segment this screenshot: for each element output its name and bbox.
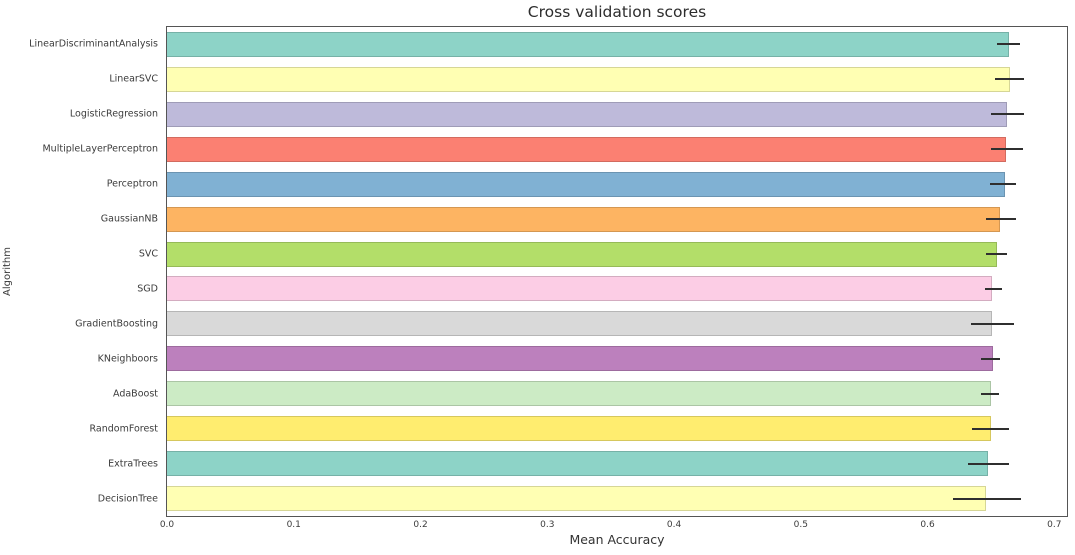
error-bar-SVC — [985, 253, 1008, 256]
y-axis-label: Algorithm — [2, 247, 13, 296]
x-tick-label: 0.4 — [666, 520, 682, 530]
bar-LogisticRegression — [167, 101, 1008, 127]
x-tick-label: 0.6 — [920, 520, 935, 530]
error-bar-LinearSVC — [994, 78, 1024, 81]
error-bar-LogisticRegression — [990, 113, 1024, 116]
bar-GaussianNB — [167, 206, 1000, 232]
y-tick-label: SVC — [138, 248, 158, 260]
bar-SVC — [167, 241, 998, 267]
y-tick-label: ExtraTrees — [108, 458, 158, 470]
x-tick-label: 0.3 — [540, 520, 555, 530]
y-tick-label: LogisticRegression — [69, 108, 158, 120]
bar-MultipleLayerPerceptron — [167, 136, 1007, 162]
bar-Perceptron — [167, 171, 1005, 197]
error-bar-Perceptron — [989, 183, 1017, 186]
y-tick-label: KNeighboors — [97, 353, 158, 365]
bar-KNeighboors — [167, 346, 994, 372]
bar-SGD — [167, 276, 993, 302]
x-tick-label: 0.2 — [413, 520, 428, 530]
y-tick-label: GradientBoosting — [75, 318, 158, 330]
error-bar-GradientBoosting — [970, 322, 1014, 325]
y-tick-label: DecisionTree — [97, 493, 158, 505]
plot-area — [166, 26, 1068, 517]
error-bar-AdaBoost — [980, 392, 999, 395]
error-bar-RandomForest — [971, 427, 1009, 430]
x-axis-label: Mean Accuracy — [569, 532, 665, 547]
error-bar-SGD — [984, 287, 1003, 290]
bar-LinearSVC — [167, 66, 1010, 92]
y-tick-label: SGD — [137, 283, 158, 295]
error-bar-GaussianNB — [985, 218, 1017, 221]
y-tick-label: AdaBoost — [113, 388, 158, 400]
error-bar-DecisionTree — [952, 497, 1022, 500]
chart-title: Cross validation scores — [527, 3, 707, 21]
bar-LinearDiscriminantAnalysis — [167, 31, 1009, 57]
x-tick-label: 0.5 — [793, 520, 808, 530]
x-tick-label: 0.7 — [1047, 520, 1062, 530]
bar-GradientBoosting — [167, 311, 993, 337]
x-tick-label: 0.1 — [286, 520, 301, 530]
y-tick-label: Perceptron — [106, 178, 158, 190]
bar-RandomForest — [167, 416, 991, 442]
error-bar-MultipleLayerPerceptron — [990, 148, 1023, 151]
y-tick-label: MultipleLayerPerceptron — [42, 143, 158, 155]
y-tick-label: LinearDiscriminantAnalysis — [29, 38, 158, 50]
y-tick-label: LinearSVC — [109, 73, 158, 85]
bar-AdaBoost — [167, 381, 991, 407]
bar-DecisionTree — [167, 486, 986, 512]
y-tick-label: RandomForest — [89, 423, 159, 435]
bar-ExtraTrees — [167, 451, 989, 477]
error-bar-KNeighboors — [980, 357, 1000, 360]
y-tick-label: GaussianNB — [100, 213, 158, 225]
error-bar-ExtraTrees — [968, 462, 1009, 465]
error-bar-LinearDiscriminantAnalysis — [997, 43, 1021, 46]
x-tick-label: 0.0 — [159, 520, 175, 530]
